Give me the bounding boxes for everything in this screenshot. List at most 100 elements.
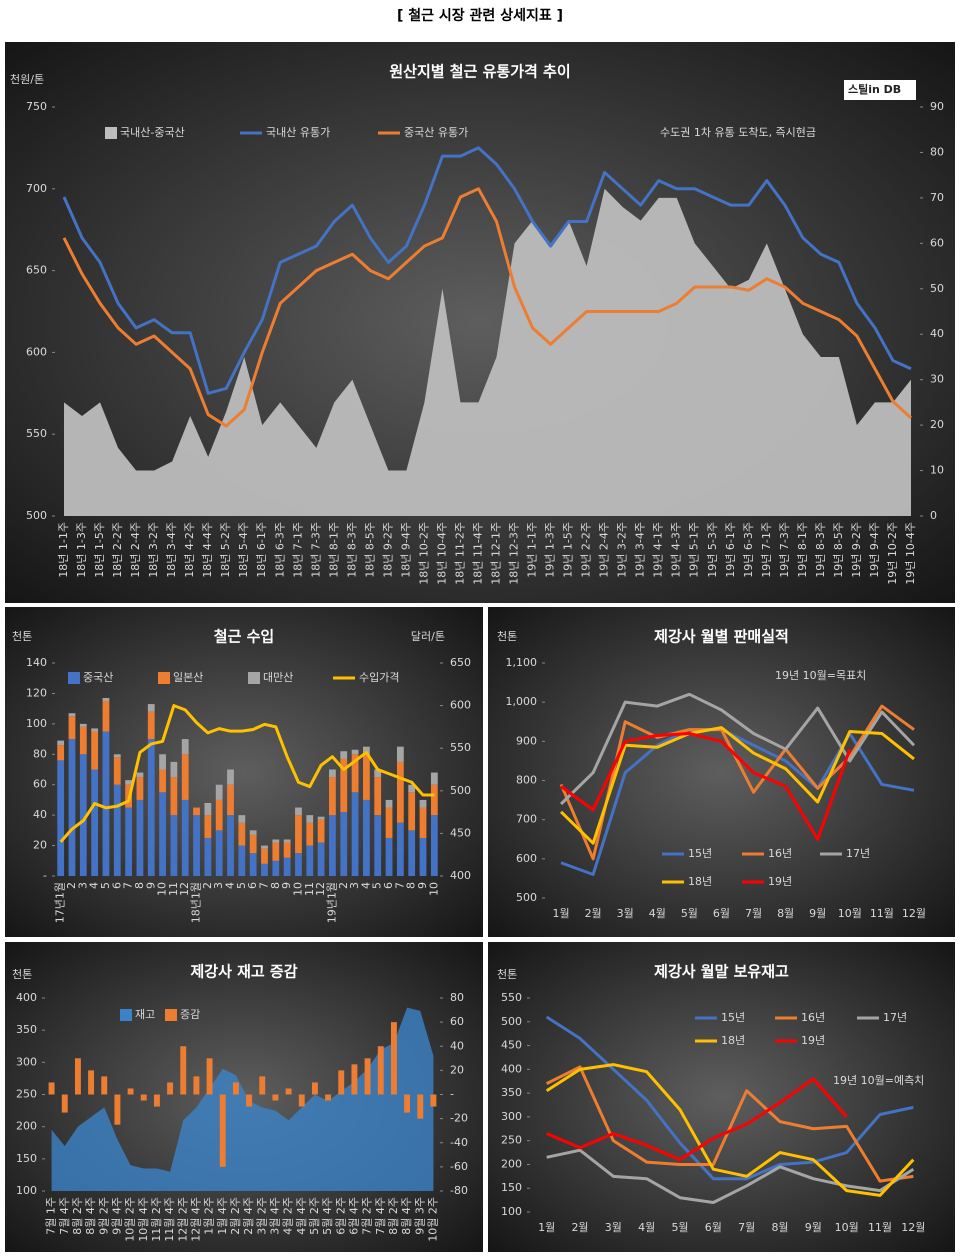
- tick-label: 100: [16, 1184, 37, 1197]
- tick-label: 500: [450, 784, 471, 797]
- x-tick-label: 8월 2주: [71, 1197, 84, 1235]
- x-tick-label: 18년 8-1주: [327, 522, 340, 578]
- logo: 스틸in DB: [848, 83, 901, 96]
- x-tick-label: 10월 4주: [137, 1197, 150, 1242]
- x-tick-label: 19년 3-4주: [634, 522, 647, 578]
- bar: [102, 701, 110, 732]
- tick-label: 250: [501, 1134, 522, 1147]
- bar: [419, 807, 427, 838]
- tick-label: -20: [450, 1112, 468, 1125]
- bar: [193, 807, 200, 816]
- bar: [396, 761, 404, 823]
- chart-title: 원산지별 철근 유통가격 추이: [389, 63, 570, 81]
- x-tick-label: 6: [382, 882, 395, 889]
- x-tick-label: 9: [280, 882, 293, 889]
- bar: [295, 807, 302, 816]
- x-tick-label: 19년 8-3주: [814, 522, 827, 578]
- bar: [136, 777, 144, 800]
- x-tick-label: 7월 1주: [45, 1197, 58, 1235]
- bar: [57, 740, 65, 746]
- x-tick-label: 4월: [638, 1221, 655, 1234]
- bar: [206, 1058, 213, 1095]
- bar: [249, 834, 257, 854]
- bar: [167, 1082, 174, 1095]
- bar: [88, 1070, 95, 1095]
- legend-swatch: [105, 127, 117, 139]
- bar: [351, 749, 359, 755]
- bar: [364, 1058, 371, 1095]
- legend-label: 19년: [768, 875, 792, 888]
- bar: [261, 863, 268, 876]
- x-tick-label: 18년 12-3주: [508, 522, 521, 585]
- bar: [417, 1094, 424, 1119]
- y-axis-label: 천원/톤: [10, 72, 44, 86]
- x-tick-label: 8: [269, 882, 282, 889]
- tick-label: 500: [501, 1015, 522, 1028]
- bar: [159, 754, 166, 770]
- x-tick-label: 18년 9-2주: [381, 522, 394, 578]
- x-tick-label: 18년 10-2주: [417, 522, 430, 585]
- x-tick-label: 11월: [868, 1221, 892, 1234]
- x-tick-label: 18년 8-3주: [345, 522, 358, 578]
- x-tick-label: 12월: [901, 1221, 925, 1234]
- tick-label: 550: [501, 991, 522, 1004]
- line: [546, 1148, 915, 1204]
- bar: [408, 784, 416, 793]
- x-tick-label: 19년 1-3주: [544, 522, 557, 578]
- x-tick-label: 5월 4주: [321, 1197, 334, 1235]
- bar: [193, 1076, 200, 1095]
- tick-label: 80: [33, 747, 47, 760]
- tick-label: 200: [501, 1157, 522, 1170]
- x-tick-label: 19년1월: [325, 882, 338, 923]
- line: [62, 187, 912, 428]
- line: [559, 692, 916, 806]
- legend-label: 증감: [180, 1008, 200, 1021]
- x-tick-label: 18년 9-4주: [399, 522, 412, 578]
- line: [545, 1065, 914, 1183]
- bar: [102, 731, 110, 876]
- bar: [385, 799, 393, 808]
- legend-label: 16년: [768, 847, 792, 860]
- bar: [351, 792, 359, 876]
- line: [560, 728, 915, 876]
- x-tick-label: 10: [291, 882, 304, 896]
- legend-label: 19년: [801, 1034, 825, 1047]
- tick-label: 700: [516, 813, 537, 826]
- y-axis-label: 천톤: [497, 629, 517, 643]
- bar: [329, 769, 336, 778]
- bar: [159, 769, 166, 793]
- legend-label: 국내산-중국산: [120, 126, 185, 139]
- x-tick-label: 19년 8-1주: [796, 522, 809, 578]
- tick-label: 10: [930, 464, 944, 477]
- legend-label: 중국산 유통가: [404, 126, 468, 139]
- bar: [298, 1094, 305, 1107]
- area: [64, 188, 911, 517]
- x-tick-label: 19년 4-3주: [670, 522, 683, 578]
- x-tick-label: 11월: [870, 907, 894, 920]
- bar: [219, 1094, 226, 1167]
- line: [545, 1063, 915, 1197]
- x-tick-label: 3월: [617, 907, 634, 920]
- bar: [311, 1082, 318, 1095]
- line: [62, 146, 912, 395]
- bar: [272, 860, 280, 876]
- bar: [181, 799, 189, 876]
- tick-label: 500: [516, 891, 537, 904]
- x-tick-label: 4월 4주: [295, 1197, 308, 1235]
- bar: [125, 807, 132, 876]
- bar: [147, 704, 155, 712]
- x-tick-label: 18년 2-2주: [111, 522, 124, 578]
- x-tick-label: 3월 4주: [268, 1197, 281, 1235]
- x-tick-label: 18년 12-1주: [490, 522, 503, 585]
- bar: [238, 815, 246, 823]
- bar: [170, 815, 178, 876]
- y-axis-label: 천톤: [12, 629, 32, 643]
- tick-label: -: [450, 1088, 454, 1101]
- x-tick-label: 8월 4주: [84, 1197, 97, 1235]
- x-tick-label: 19년 8-5주: [832, 522, 845, 578]
- bar: [295, 815, 302, 854]
- x-tick-label: 9월: [809, 907, 826, 920]
- bar: [272, 1094, 279, 1101]
- tick-label: 80: [930, 145, 944, 158]
- x-tick-label: 3월: [605, 1221, 622, 1234]
